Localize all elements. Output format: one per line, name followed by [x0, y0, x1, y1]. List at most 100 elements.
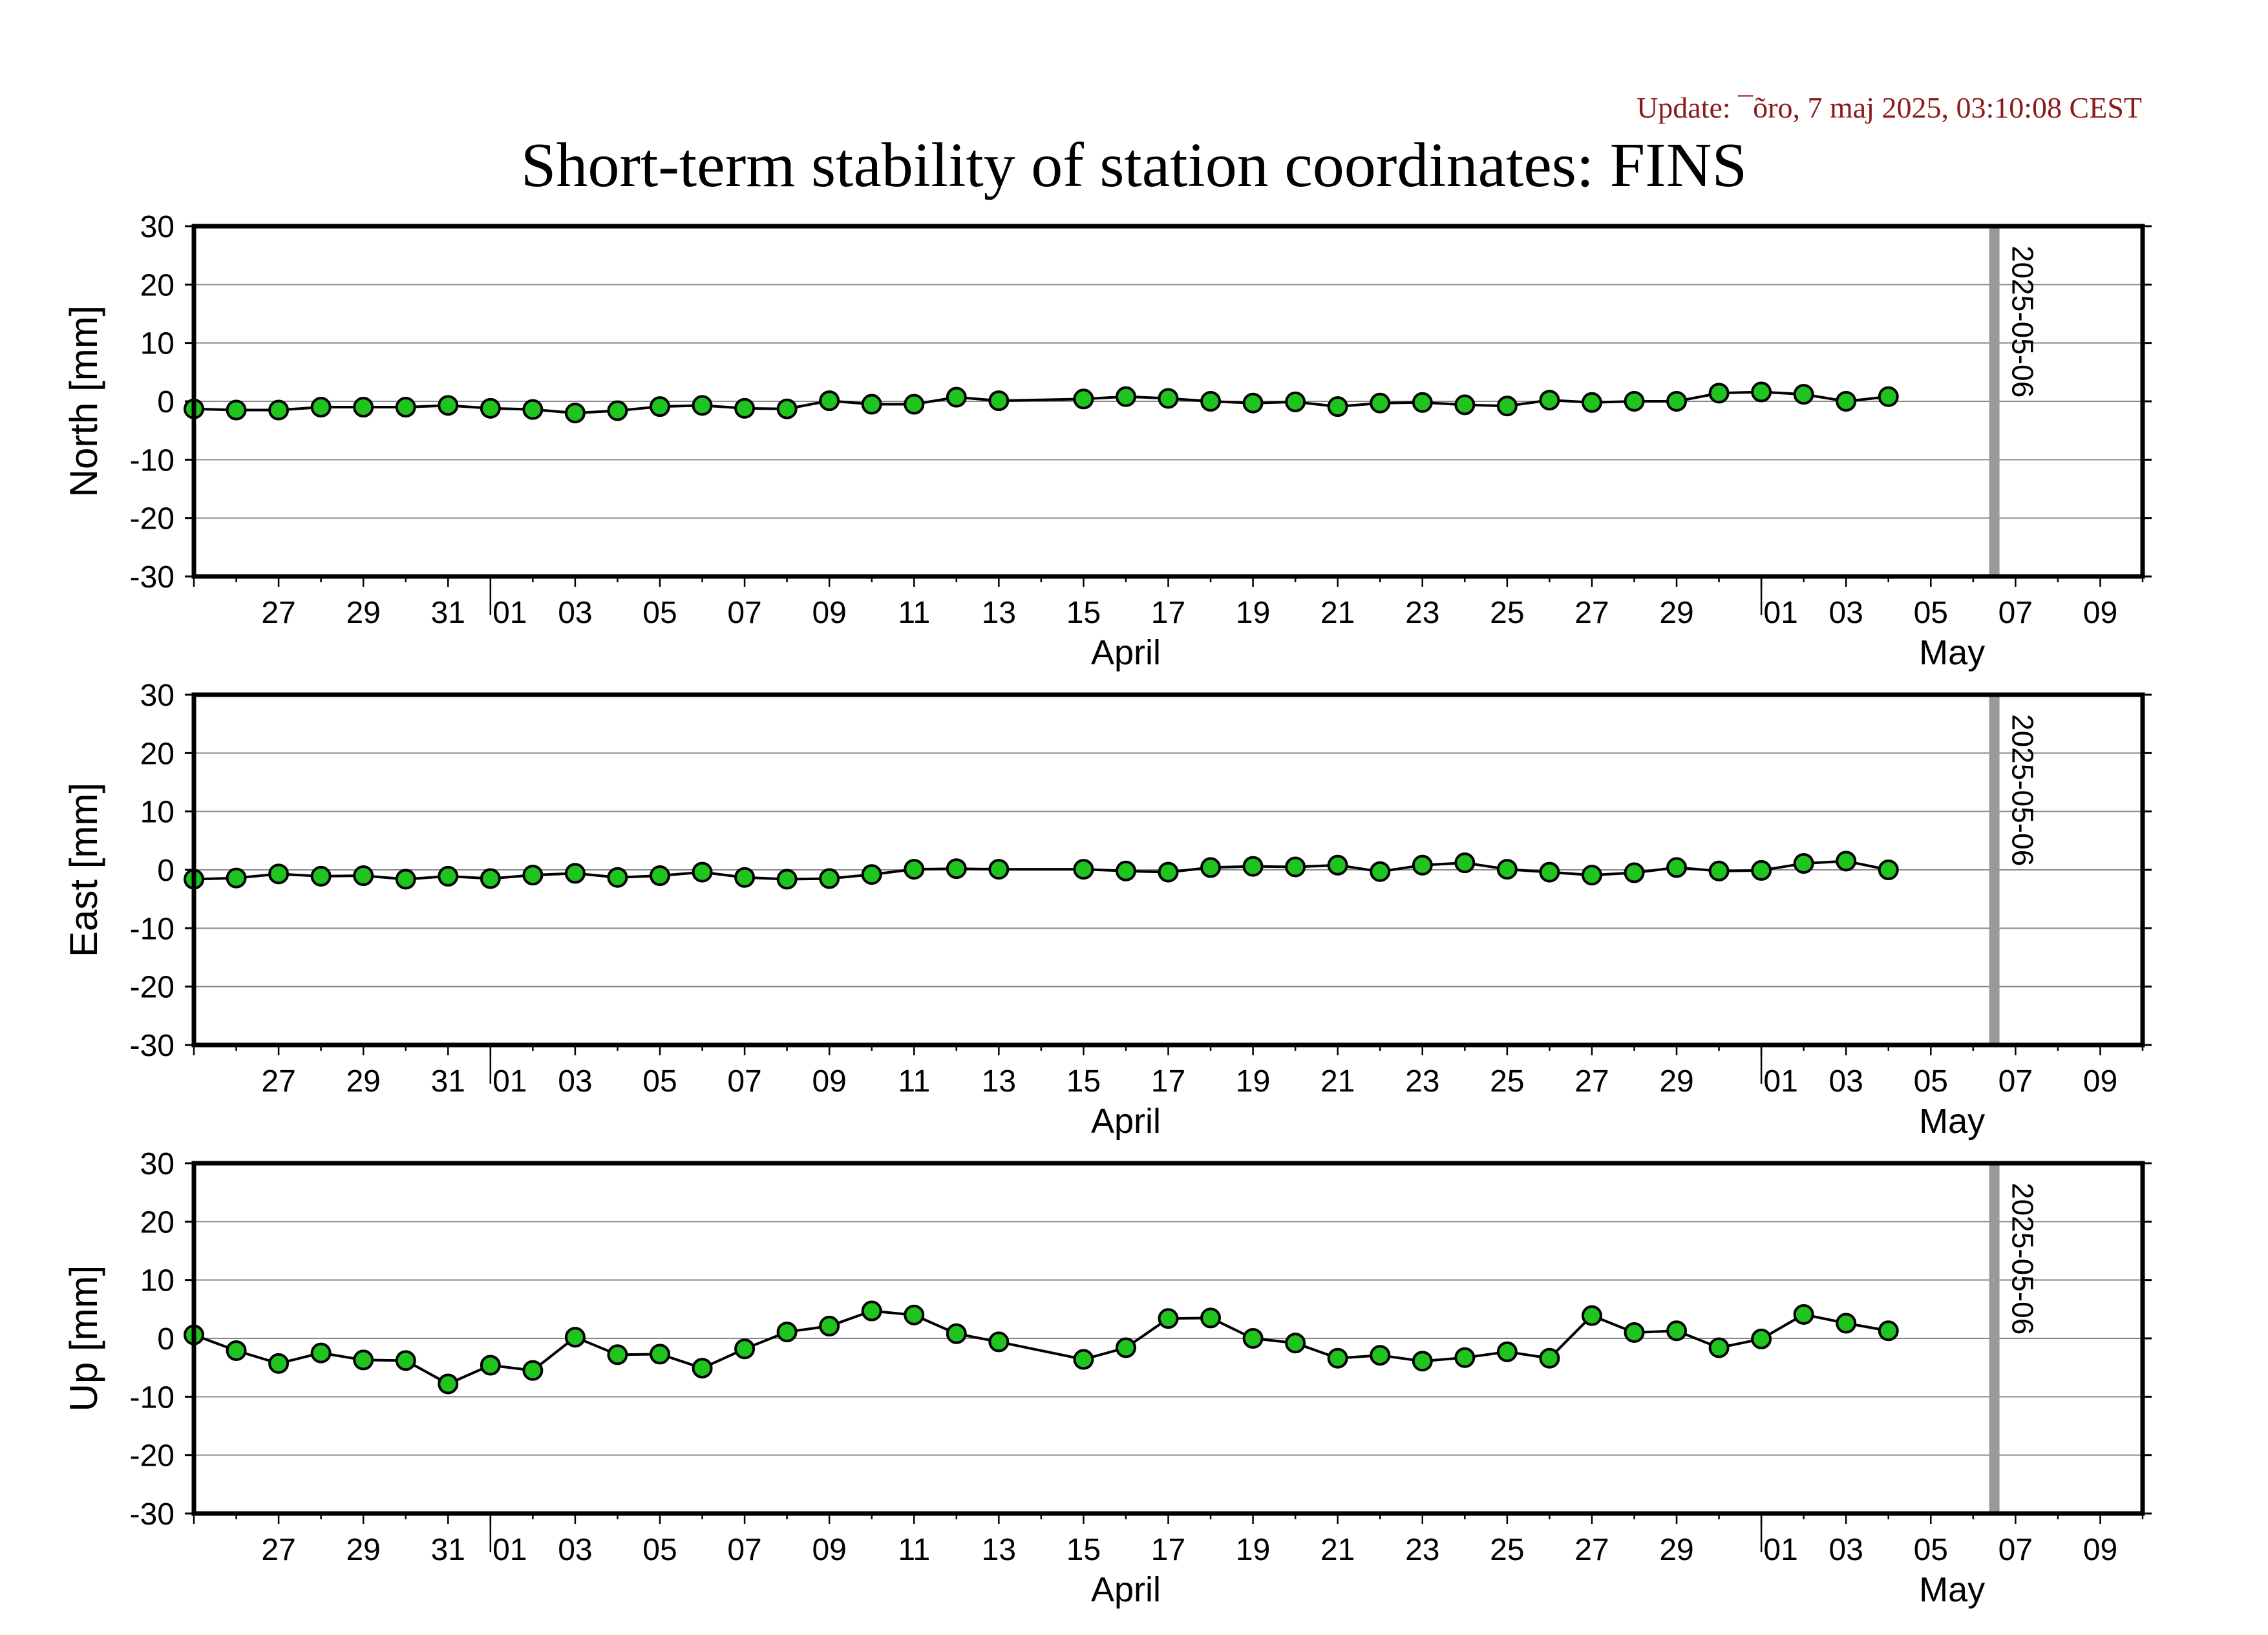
east-data-point — [819, 868, 840, 889]
up-date-marker — [1989, 1163, 2000, 1514]
up-ytick-label: 20 — [140, 1205, 175, 1239]
east-xtick-label: 25 — [1490, 1064, 1524, 1099]
north-xtick-label: 03 — [558, 596, 592, 630]
up-xtick-label: 27 — [1574, 1533, 1609, 1567]
north-data-point — [819, 390, 840, 412]
north-data-point — [904, 394, 925, 415]
north-xtick-label: 03 — [1829, 596, 1863, 630]
east-ytick-label: 20 — [140, 737, 175, 771]
up-xtick-label: 09 — [812, 1533, 846, 1567]
up-xtick-label: 29 — [346, 1533, 380, 1567]
up-ytick-label: -20 — [130, 1439, 175, 1473]
east-xtick-label: 01 — [493, 1064, 527, 1099]
up-xtick-label: 09 — [2083, 1533, 2117, 1567]
north-data-point — [268, 399, 290, 421]
north-data-point — [1496, 396, 1518, 417]
north-data-point — [310, 397, 332, 418]
east-xtick-label: 29 — [1659, 1064, 1693, 1099]
east-ytick-label: -30 — [130, 1029, 175, 1063]
north-data-point — [988, 390, 1010, 412]
north-data-point — [776, 398, 798, 419]
north-data-point — [226, 399, 247, 421]
east-xtick-label: 23 — [1405, 1064, 1439, 1099]
north-xtick-label: 19 — [1236, 596, 1270, 630]
north-data-point — [353, 397, 374, 418]
up-ytick-label: -30 — [130, 1497, 175, 1532]
up-data-point — [988, 1331, 1010, 1353]
north-data-point — [1454, 394, 1476, 416]
east-data-point — [861, 864, 882, 885]
north-xtick-label: 17 — [1151, 596, 1185, 630]
up-xtick-label: 15 — [1066, 1533, 1101, 1567]
north-data-point — [1158, 388, 1179, 409]
north-ytick-label: 20 — [140, 268, 175, 302]
up-xtick-label: 11 — [898, 1533, 930, 1567]
up-data-point — [395, 1350, 416, 1371]
up-xtick-label: 01 — [493, 1533, 527, 1567]
up-data-point — [1327, 1347, 1348, 1369]
north-month-label: April — [1091, 633, 1161, 672]
up-data-point — [438, 1373, 459, 1395]
up-data-point — [1285, 1333, 1306, 1354]
east-xtick-label: 11 — [898, 1064, 930, 1099]
east-xtick-label: 15 — [1066, 1064, 1101, 1099]
north-xtick-label: 01 — [493, 596, 527, 630]
up-xtick-label: 29 — [1659, 1533, 1693, 1567]
east-xtick-label: 27 — [261, 1064, 295, 1099]
north-data-point — [1708, 383, 1730, 404]
north-data-point — [395, 397, 416, 418]
up-ytick-label: 30 — [140, 1147, 175, 1181]
update-timestamp: Update: ¯õro, 7 maj 2025, 03:10:08 CEST — [1637, 91, 2142, 124]
north-data-point — [1836, 391, 1857, 412]
north-data-point — [692, 395, 713, 416]
east-ytick-label: 30 — [140, 679, 175, 713]
up-xtick-label: 23 — [1405, 1533, 1439, 1567]
east-data-point — [310, 865, 332, 887]
up-month-label: April — [1091, 1570, 1161, 1609]
east-xtick-label: 19 — [1236, 1064, 1270, 1099]
east-xtick-label: 21 — [1320, 1064, 1355, 1099]
north-xtick-label: 31 — [431, 596, 465, 630]
north-xtick-label: 01 — [1763, 596, 1797, 630]
up-data-point — [1793, 1303, 1814, 1325]
up-date-marker-label: 2025-05-06 — [2006, 1183, 2040, 1334]
east-data-point — [1793, 853, 1814, 874]
east-ylabel: East [mm] — [62, 783, 105, 957]
east-data-point — [395, 869, 416, 890]
up-series-line — [193, 1309, 1889, 1386]
east-ytick-label: 0 — [157, 854, 175, 888]
north-xtick-label: 25 — [1490, 596, 1524, 630]
east-data-point — [607, 867, 628, 888]
east-data-point — [1242, 856, 1264, 877]
up-data-point — [480, 1355, 501, 1376]
up-data-point — [649, 1344, 670, 1365]
north-data-point — [438, 395, 459, 416]
up-data-point — [776, 1322, 798, 1343]
east-data-point — [988, 859, 1010, 880]
east-data-point — [1115, 860, 1136, 881]
east-data-point — [1708, 860, 1730, 881]
up-data-point — [1751, 1328, 1772, 1349]
up-data-point — [1539, 1347, 1560, 1369]
north-xtick-label: 09 — [812, 596, 846, 630]
up-ylabel: Up [mm] — [62, 1265, 105, 1412]
up-data-point — [1200, 1307, 1222, 1329]
north-xtick-label: 27 — [261, 596, 295, 630]
north-data-point — [1624, 391, 1645, 412]
north-series-line — [193, 390, 1889, 415]
east-chart: 30 20 10 0 -10 -20 -30 East [mm] 27 29 31 01 03 05 07 0… — [62, 679, 2152, 1141]
east-xtick-label: 07 — [1998, 1064, 2033, 1099]
up-data-point — [1454, 1347, 1476, 1368]
north-ytick-label: 30 — [140, 210, 175, 244]
up-xtick-label: 01 — [1763, 1533, 1797, 1567]
up-xtick-label: 05 — [642, 1533, 677, 1567]
up-data-point — [734, 1338, 756, 1360]
up-data-point — [819, 1316, 840, 1337]
up-xtick-label: 13 — [982, 1533, 1016, 1567]
north-xtick-label: 27 — [1574, 596, 1609, 630]
north-data-point — [1073, 388, 1094, 410]
east-data-point — [1581, 865, 1602, 886]
north-xtick-label: 29 — [1659, 596, 1693, 630]
north-data-point — [1370, 392, 1391, 414]
north-ytick-label: -10 — [130, 443, 175, 478]
